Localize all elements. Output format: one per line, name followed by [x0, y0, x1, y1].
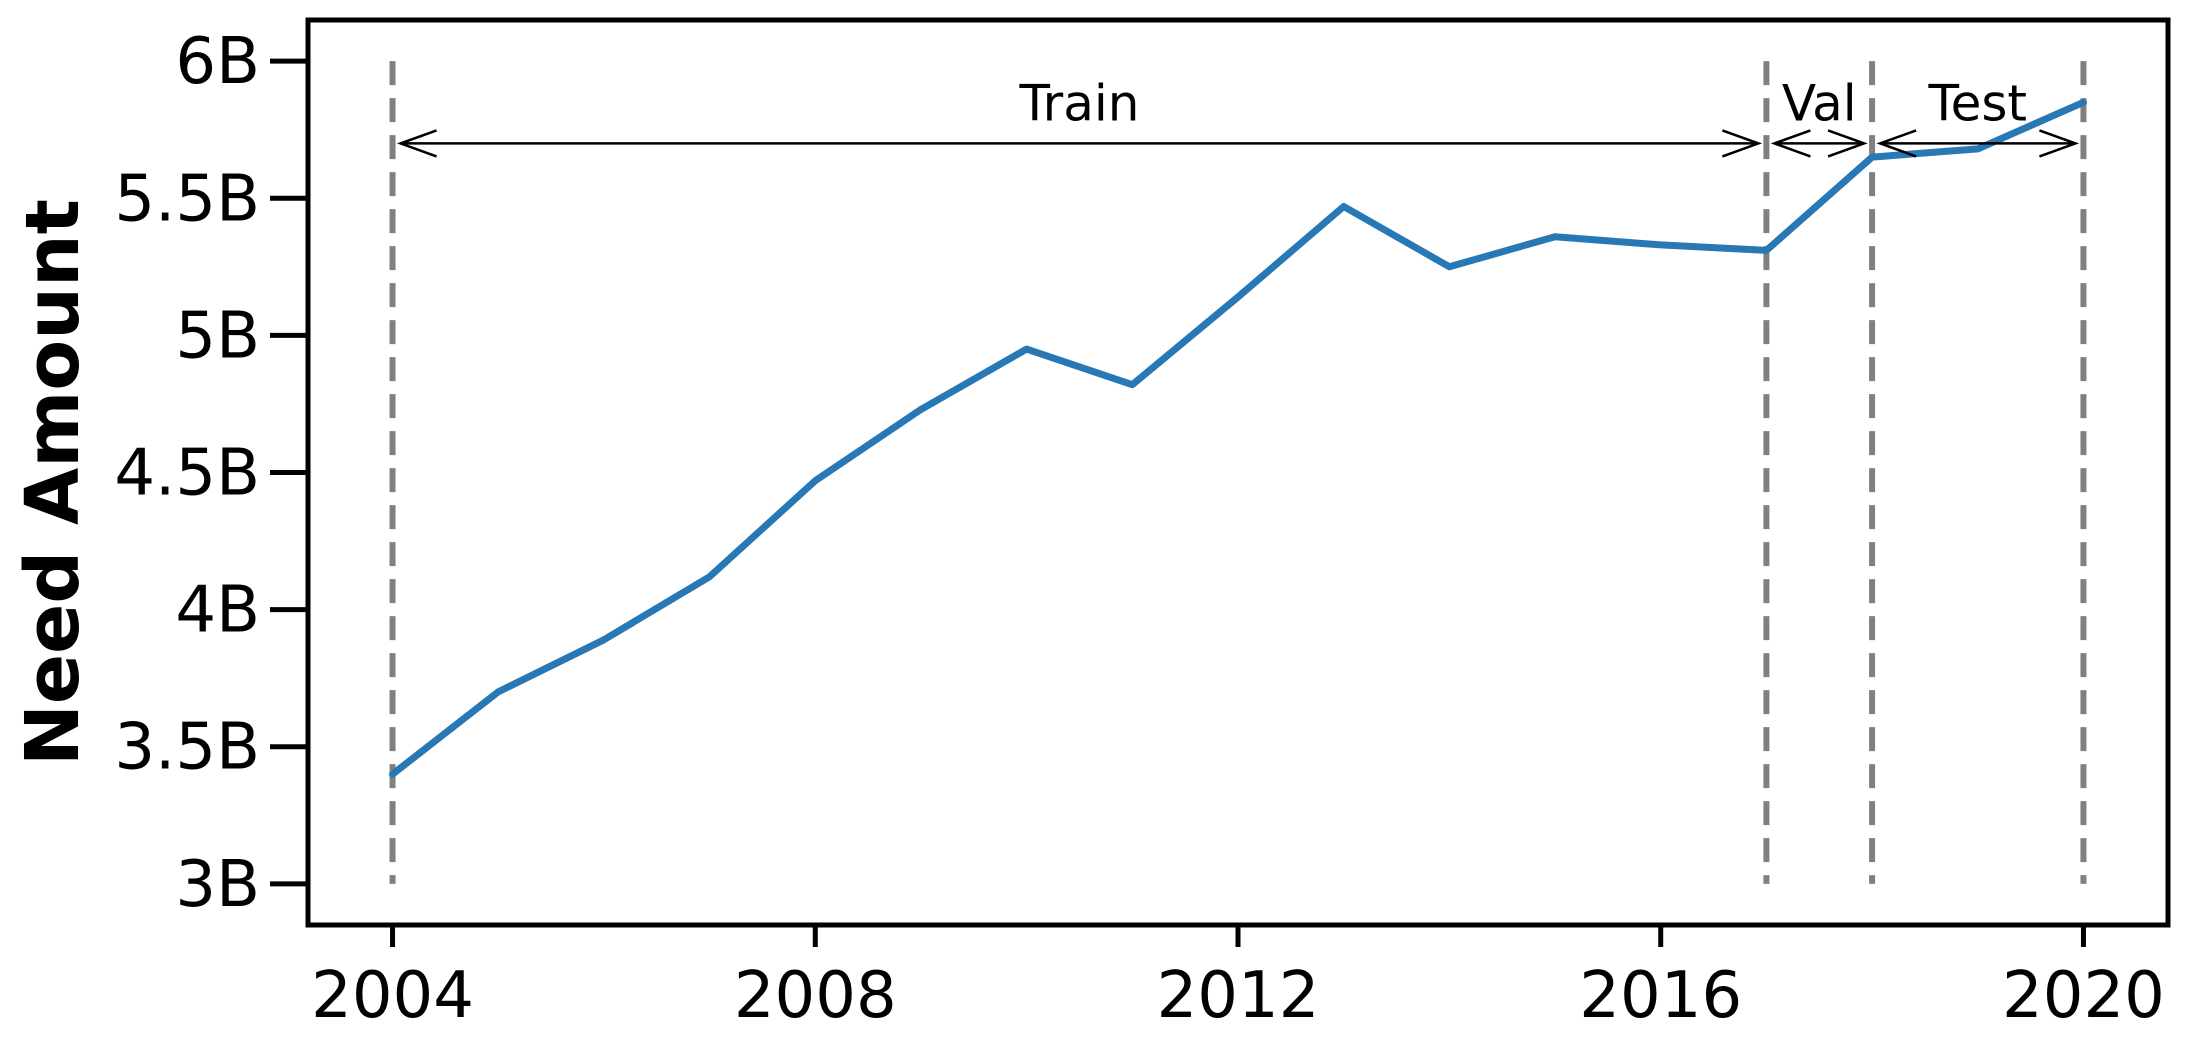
split-arrow-head [1827, 129, 1868, 158]
series-layer [389, 98, 2087, 778]
x-tick-label: 2016 [1579, 959, 1742, 1033]
split-arrow-head [2039, 129, 2080, 158]
y-tick-label: 3.5B [114, 711, 260, 785]
split-arrow-head [1721, 129, 1763, 158]
series-line [389, 98, 2087, 778]
split-label: Train [1018, 74, 1139, 132]
y-tick-label: 3B [175, 848, 260, 922]
split-annotations: Train Val Test [396, 74, 2080, 158]
x-tick-label: 2020 [2002, 959, 2165, 1033]
split-arrow-head [1876, 129, 1917, 158]
split-label: Test [1928, 74, 2027, 132]
x-tick-label: 2008 [734, 959, 897, 1033]
split-lines [389, 61, 2087, 884]
y-tick-label: 5B [175, 299, 260, 373]
y-tick-label: 4B [175, 574, 260, 648]
y-tick-label: 6B [175, 25, 260, 99]
y-tick-label: 4.5B [114, 437, 260, 511]
split-arrow-head [1770, 129, 1811, 158]
y-axis: 3B 3.5B 4B 4.5B 5B 5.5B 6B [114, 25, 308, 922]
x-axis: 2004 2008 2012 2016 2020 [311, 925, 2165, 1033]
x-tick-label: 2012 [1157, 959, 1320, 1033]
x-tick-label: 2004 [311, 959, 474, 1033]
y-tick-label: 5.5B [114, 162, 260, 236]
split-label: Val [1782, 74, 1857, 132]
split-arrow-head [396, 129, 437, 158]
y-axis-label: Need Amount [10, 199, 96, 766]
